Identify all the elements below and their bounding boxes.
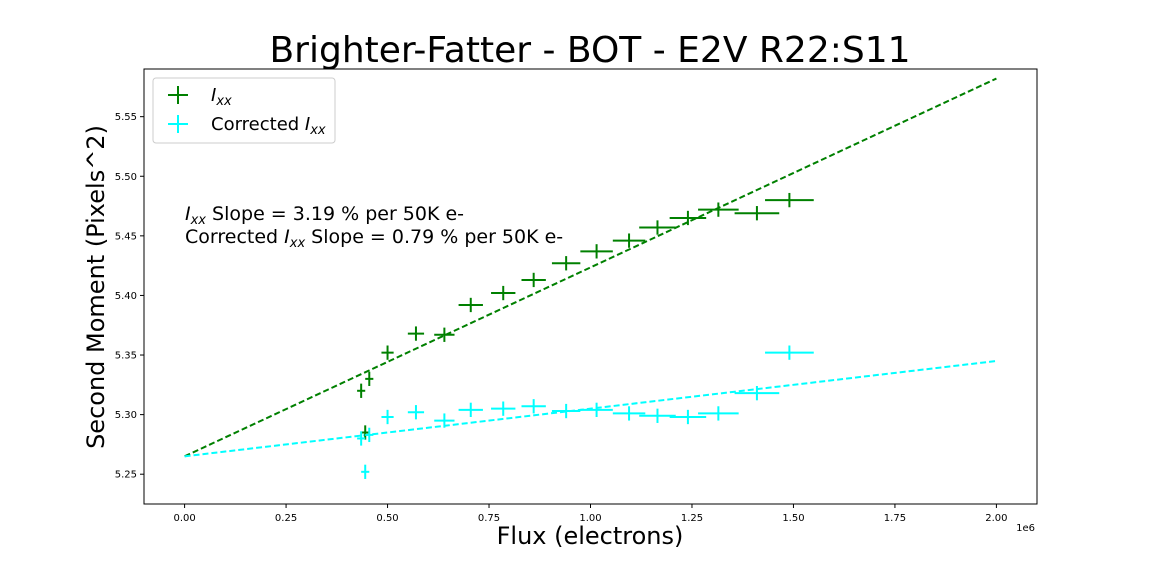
y-tick-label: 5.30 <box>115 410 137 421</box>
data-point-ixx <box>521 272 546 288</box>
data-point-corrected-ixx <box>551 403 581 419</box>
data-point-corrected-ixx <box>381 409 394 425</box>
legend-box <box>152 77 336 144</box>
data-point-ixx <box>669 210 707 226</box>
data-point-ixx <box>365 371 374 387</box>
data-point-corrected-ixx <box>458 402 483 417</box>
data-point-corrected-ixx <box>491 401 516 416</box>
y-tick-label: 5.40 <box>115 291 137 302</box>
data-point-ixx <box>698 202 739 217</box>
y-tick-label: 5.50 <box>115 172 137 183</box>
legend-label-corrected-ixx: Corrected Ixx <box>211 114 326 138</box>
data-point-corrected-ixx <box>765 345 814 360</box>
x-axis-label: Flux (electrons) <box>497 522 684 550</box>
legend-marker-corrected-ixx <box>168 115 188 133</box>
data-point-corrected-ixx <box>361 464 370 479</box>
data-point-ixx <box>612 233 646 248</box>
data-point-ixx <box>381 345 394 360</box>
data-point-ixx <box>765 192 814 208</box>
data-point-ixx <box>434 327 455 342</box>
fit-lines <box>184 77 997 458</box>
x-tick-label: 1.75 <box>884 513 906 524</box>
x-tick-label: 1.25 <box>681 513 703 524</box>
x-tick-label: 0.25 <box>275 513 297 524</box>
data-point-corrected-ixx <box>407 405 425 420</box>
slope-annotation-corrected-ixx: Corrected Ixx Slope = 0.79 % per 50K e- <box>185 226 563 251</box>
legend-marker-ixx <box>168 86 188 104</box>
data-point-ixx <box>551 256 581 271</box>
x-tick-label: 1.00 <box>579 513 601 524</box>
x-tick-label: 2.00 <box>985 513 1007 524</box>
data-point-ixx <box>357 383 366 398</box>
data-point-corrected-ixx <box>357 431 366 446</box>
data-point-corrected-ixx <box>639 408 676 423</box>
x-offset-text: 1e6 <box>1016 523 1035 534</box>
data-point-ixx <box>580 244 613 259</box>
y-tick-label: 5.45 <box>115 231 137 242</box>
data-point-corrected-ixx <box>669 409 707 425</box>
data-point-corrected-ixx <box>365 427 374 443</box>
data-point-ixx <box>491 285 516 301</box>
data-point-ixx <box>361 425 370 440</box>
fit-line-corrected-ixx <box>184 359 997 458</box>
data-point-corrected-ixx <box>521 399 546 414</box>
data-point-corrected-ixx <box>698 406 739 421</box>
data-point-corrected-ixx <box>434 413 455 428</box>
legend-label-ixx: Ixx <box>211 85 232 109</box>
chart-title: Brighter-Fatter - BOT - E2V R22:S11 <box>269 30 910 71</box>
y-axis-label: Second Moment (Pixels^2) <box>82 125 110 449</box>
y-axis-ticks: 5.25 5.30 5.35 5.40 5.45 5.50 5.55 <box>115 112 144 481</box>
x-axis-ticks: 0.00 0.25 0.50 0.75 1.00 1.25 1.50 1.75 2.00 <box>173 504 1008 524</box>
data-point-ixx <box>458 297 483 313</box>
slope-annotation-ixx: Ixx Slope = 3.19 % per 50K e- <box>185 203 464 228</box>
legend: Ixx Corrected Ixx <box>152 77 336 144</box>
x-tick-label: 1.50 <box>782 513 804 524</box>
y-tick-label: 5.55 <box>115 112 137 123</box>
y-tick-label: 5.35 <box>115 351 137 362</box>
data-point-corrected-ixx <box>612 406 646 421</box>
x-tick-label: 0.50 <box>376 513 398 524</box>
data-point-corrected-ixx <box>734 386 780 401</box>
data-point-ixx <box>407 326 425 341</box>
data-points <box>357 192 814 479</box>
data-point-corrected-ixx <box>580 402 613 417</box>
y-tick-label: 5.25 <box>115 470 137 481</box>
data-point-ixx <box>734 206 780 221</box>
fit-line-ixx <box>184 77 997 458</box>
x-tick-label: 0.00 <box>173 513 195 524</box>
data-point-ixx <box>639 220 676 235</box>
x-tick-label: 0.75 <box>478 513 500 524</box>
